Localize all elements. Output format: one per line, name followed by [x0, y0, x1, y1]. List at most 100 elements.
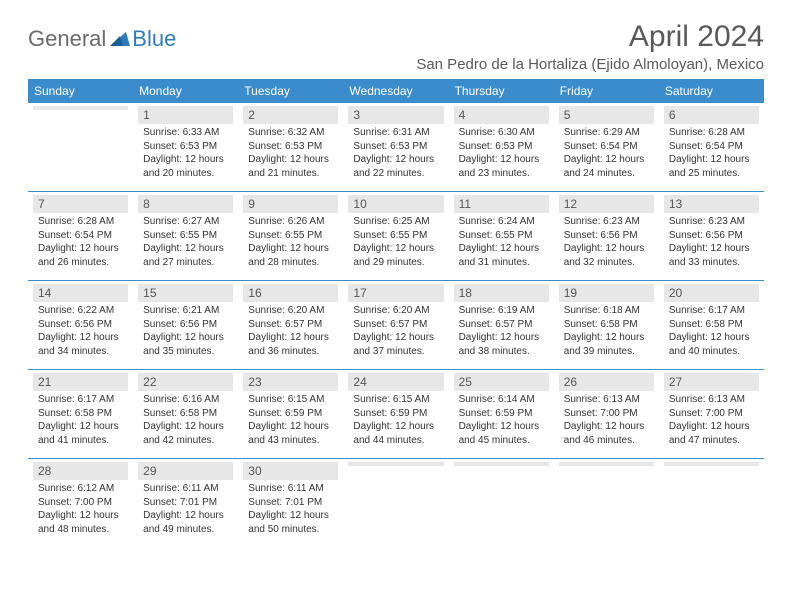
day-number: 14: [33, 284, 128, 302]
sunrise-text: Sunrise: 6:32 AM: [248, 126, 333, 140]
sunrise-text: Sunrise: 6:15 AM: [248, 393, 333, 407]
sunrise-text: Sunrise: 6:13 AM: [564, 393, 649, 407]
day-number: 9: [243, 195, 338, 213]
daylight-text: Daylight: 12 hours and 23 minutes.: [459, 153, 544, 180]
location-subtitle: San Pedro de la Hortaliza (Ejido Almoloy…: [416, 56, 764, 73]
calendar-week-row: 21Sunrise: 6:17 AMSunset: 6:58 PMDayligh…: [28, 369, 764, 458]
daylight-text: Daylight: 12 hours and 39 minutes.: [564, 331, 649, 358]
sunset-text: Sunset: 6:53 PM: [248, 140, 333, 154]
day-number: 11: [454, 195, 549, 213]
sunset-text: Sunset: 6:59 PM: [459, 407, 544, 421]
day-number: 26: [559, 373, 654, 391]
day-number: 18: [454, 284, 549, 302]
day-details: Sunrise: 6:23 AMSunset: 6:56 PMDaylight:…: [664, 213, 759, 274]
daylight-text: Daylight: 12 hours and 27 minutes.: [143, 242, 228, 269]
calendar-day-cell: 4Sunrise: 6:30 AMSunset: 6:53 PMDaylight…: [449, 103, 554, 191]
sunset-text: Sunset: 6:57 PM: [459, 318, 544, 332]
daylight-text: Daylight: 12 hours and 37 minutes.: [353, 331, 438, 358]
calendar-week-row: 7Sunrise: 6:28 AMSunset: 6:54 PMDaylight…: [28, 191, 764, 280]
weekday-header: Tuesday: [238, 79, 343, 103]
day-number: 27: [664, 373, 759, 391]
title-block: April 2024 San Pedro de la Hortaliza (Ej…: [416, 20, 764, 73]
logo-text-general: General: [28, 26, 106, 52]
sunset-text: Sunset: 6:58 PM: [669, 318, 754, 332]
sunrise-text: Sunrise: 6:11 AM: [248, 482, 333, 496]
logo-mark-icon: [110, 28, 130, 51]
day-details: Sunrise: 6:15 AMSunset: 6:59 PMDaylight:…: [243, 391, 338, 452]
day-number: 16: [243, 284, 338, 302]
calendar-day-cell: 23Sunrise: 6:15 AMSunset: 6:59 PMDayligh…: [238, 369, 343, 458]
day-number: 1: [138, 106, 233, 124]
day-number: 2: [243, 106, 338, 124]
day-details: Sunrise: 6:18 AMSunset: 6:58 PMDaylight:…: [559, 302, 654, 363]
calendar-day-cell: 9Sunrise: 6:26 AMSunset: 6:55 PMDaylight…: [238, 191, 343, 280]
day-details: Sunrise: 6:20 AMSunset: 6:57 PMDaylight:…: [243, 302, 338, 363]
sunrise-text: Sunrise: 6:17 AM: [38, 393, 123, 407]
day-details: Sunrise: 6:25 AMSunset: 6:55 PMDaylight:…: [348, 213, 443, 274]
daylight-text: Daylight: 12 hours and 35 minutes.: [143, 331, 228, 358]
sunset-text: Sunset: 7:00 PM: [38, 496, 123, 510]
day-number: 7: [33, 195, 128, 213]
day-number: 29: [138, 462, 233, 480]
calendar-day-cell: 11 Sunrise: 6:24 AMSunset: 6:55 PMDayligh…: [449, 191, 554, 280]
weekday-header: Monday: [133, 79, 238, 103]
day-details: Sunrise: 6:27 AMSunset: 6:55 PMDaylight:…: [138, 213, 233, 274]
sunset-text: Sunset: 6:55 PM: [248, 229, 333, 243]
day-number: 24: [348, 373, 443, 391]
sunrise-text: Sunrise: 6:18 AM: [564, 304, 649, 318]
sunset-text: Sunset: 6:55 PM: [143, 229, 228, 243]
daylight-text: Daylight: 12 hours and 25 minutes.: [669, 153, 754, 180]
day-details: Sunrise: 6:31 AMSunset: 6:53 PMDaylight:…: [348, 124, 443, 185]
calendar-day-cell: 26Sunrise: 6:13 AMSunset: 7:00 PMDayligh…: [554, 369, 659, 458]
calendar-table: Sunday Monday Tuesday Wednesday Thursday…: [28, 79, 764, 547]
sunset-text: Sunset: 6:55 PM: [353, 229, 438, 243]
day-number: 10: [348, 195, 443, 213]
sunset-text: Sunset: 6:54 PM: [564, 140, 649, 154]
daylight-text: Daylight: 12 hours and 50 minutes.: [248, 509, 333, 536]
sunrise-text: Sunrise: 6:17 AM: [669, 304, 754, 318]
calendar-day-cell: 14Sunrise: 6:22 AMSunset: 6:56 PMDayligh…: [28, 280, 133, 369]
sunset-text: Sunset: 6:58 PM: [143, 407, 228, 421]
sunrise-text: Sunrise: 6:24 AM: [459, 215, 544, 229]
weekday-header: Thursday: [449, 79, 554, 103]
day-number: 23: [243, 373, 338, 391]
sunrise-text: Sunrise: 6:29 AM: [564, 126, 649, 140]
sunrise-text: Sunrise: 6:12 AM: [38, 482, 123, 496]
calendar-week-row: 1Sunrise: 6:33 AMSunset: 6:53 PMDaylight…: [28, 103, 764, 191]
day-details: Sunrise: 6:23 AMSunset: 6:56 PMDaylight:…: [559, 213, 654, 274]
calendar-week-row: 14Sunrise: 6:22 AMSunset: 6:56 PMDayligh…: [28, 280, 764, 369]
day-details: Sunrise: 6:13 AMSunset: 7:00 PMDaylight:…: [664, 391, 759, 452]
day-number: 21: [33, 373, 128, 391]
sunset-text: Sunset: 6:55 PM: [459, 229, 544, 243]
weekday-header: Saturday: [659, 79, 764, 103]
calendar-day-cell: 19Sunrise: 6:18 AMSunset: 6:58 PMDayligh…: [554, 280, 659, 369]
daylight-text: Daylight: 12 hours and 31 minutes.: [459, 242, 544, 269]
header: General Blue April 2024 San Pedro de la …: [28, 20, 764, 73]
calendar-day-cell: 13Sunrise: 6:23 AMSunset: 6:56 PMDayligh…: [659, 191, 764, 280]
day-details: Sunrise: 6:11 AMSunset: 7:01 PMDaylight:…: [138, 480, 233, 541]
calendar-day-cell: 22Sunrise: 6:16 AMSunset: 6:58 PMDayligh…: [133, 369, 238, 458]
daylight-text: Daylight: 12 hours and 49 minutes.: [143, 509, 228, 536]
calendar-day-cell: 3Sunrise: 6:31 AMSunset: 6:53 PMDaylight…: [343, 103, 448, 191]
sunset-text: Sunset: 6:53 PM: [459, 140, 544, 154]
daylight-text: Daylight: 12 hours and 34 minutes.: [38, 331, 123, 358]
calendar-day-cell: 8Sunrise: 6:27 AMSunset: 6:55 PMDaylight…: [133, 191, 238, 280]
day-details: Sunrise: 6:11 AMSunset: 7:01 PMDaylight:…: [243, 480, 338, 541]
daylight-text: Daylight: 12 hours and 24 minutes.: [564, 153, 649, 180]
sunset-text: Sunset: 7:00 PM: [669, 407, 754, 421]
sunrise-text: Sunrise: 6:15 AM: [353, 393, 438, 407]
weekday-header: Wednesday: [343, 79, 448, 103]
logo: General Blue: [28, 20, 176, 52]
sunset-text: Sunset: 6:58 PM: [38, 407, 123, 421]
day-details: [664, 466, 759, 473]
calendar-day-cell: 1Sunrise: 6:33 AMSunset: 6:53 PMDaylight…: [133, 103, 238, 191]
page-title: April 2024: [416, 20, 764, 54]
daylight-text: Daylight: 12 hours and 46 minutes.: [564, 420, 649, 447]
daylight-text: Daylight: 12 hours and 44 minutes.: [353, 420, 438, 447]
calendar-day-cell: [343, 458, 448, 547]
calendar-day-cell: [449, 458, 554, 547]
day-number: 3: [348, 106, 443, 124]
day-details: Sunrise: 6:16 AMSunset: 6:58 PMDaylight:…: [138, 391, 233, 452]
day-details: [33, 110, 128, 117]
day-number: 4: [454, 106, 549, 124]
